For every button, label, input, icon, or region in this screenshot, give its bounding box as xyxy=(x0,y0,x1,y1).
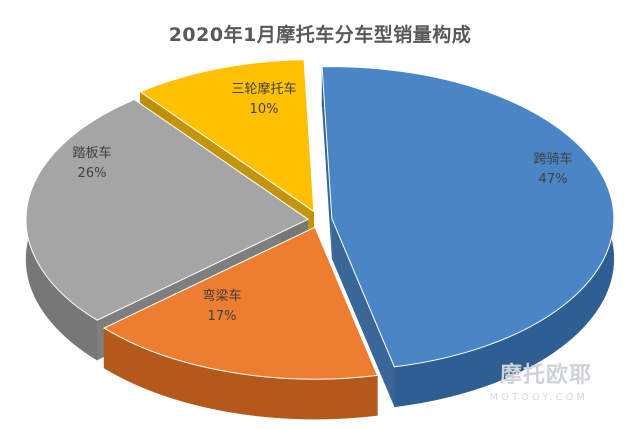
chart-title: 2020年1月摩托车分车型销量构成 xyxy=(168,24,472,46)
pie-slice-弯梁车 xyxy=(103,226,379,380)
pie-slice-三轮摩托车 xyxy=(139,59,315,213)
pie-radial-wall-0-0 xyxy=(322,66,332,259)
slice-label-1: 弯梁车 xyxy=(202,288,241,304)
slice-value-2: 26% xyxy=(78,166,107,181)
slice-value-3: 10% xyxy=(250,102,279,117)
watermark-url: MOTOOY.COM xyxy=(489,392,588,403)
slice-value-1: 17% xyxy=(208,309,237,324)
watermark-logo: 摩托欧耶 xyxy=(499,363,592,388)
pie-slice-踏板车 xyxy=(25,98,310,321)
slice-label-0: 跨骑车 xyxy=(533,151,572,167)
slice-label-2: 踏板车 xyxy=(72,145,111,161)
pie-radial-wall-0-1 xyxy=(331,218,395,407)
slice-label-3: 三轮摩托车 xyxy=(231,81,296,97)
pie-slice-跨骑车 xyxy=(321,66,615,368)
slice-value-0: 47% xyxy=(539,172,568,187)
